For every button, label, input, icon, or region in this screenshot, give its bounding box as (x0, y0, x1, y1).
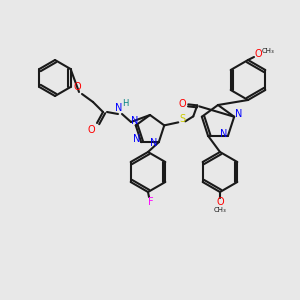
Text: O: O (254, 49, 262, 59)
Text: O: O (87, 125, 95, 135)
Text: N: N (134, 134, 141, 144)
Text: S: S (179, 114, 185, 124)
Text: O: O (216, 197, 224, 207)
Text: CH₃: CH₃ (262, 48, 275, 54)
Text: N: N (150, 138, 158, 148)
Text: O: O (178, 99, 186, 110)
Text: F: F (148, 197, 154, 207)
Text: H: H (122, 100, 128, 109)
Text: CH₃: CH₃ (214, 207, 226, 213)
Text: O: O (73, 82, 81, 92)
Text: N: N (236, 109, 243, 119)
Text: N: N (131, 116, 138, 126)
Text: N: N (115, 103, 123, 113)
Text: N: N (220, 129, 228, 139)
